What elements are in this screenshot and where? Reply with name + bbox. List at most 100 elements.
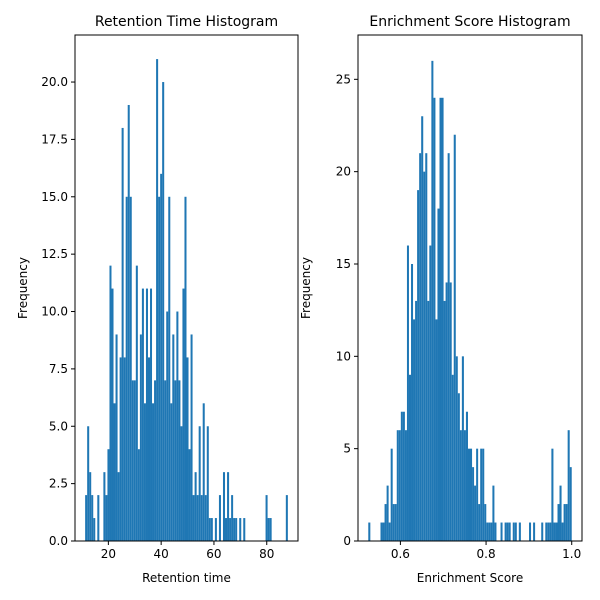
bar — [127, 104, 130, 541]
bar — [225, 518, 228, 541]
bar — [411, 263, 414, 541]
bar — [388, 522, 391, 541]
bar — [188, 449, 191, 541]
bar — [137, 449, 140, 541]
bar — [415, 300, 418, 541]
bar — [214, 518, 217, 541]
bar — [141, 288, 144, 541]
bar — [368, 522, 371, 541]
bar — [192, 495, 195, 541]
bar — [156, 59, 159, 541]
bar — [93, 518, 96, 541]
bar — [227, 472, 230, 541]
bar — [85, 495, 88, 541]
bar — [200, 495, 203, 541]
bar — [384, 504, 387, 541]
y-tick-label: 12.5 — [41, 247, 68, 261]
y-tick-label: 17.5 — [41, 132, 68, 146]
bar — [541, 522, 544, 541]
x-tick-label: 1.0 — [562, 547, 581, 561]
bar — [486, 522, 489, 541]
bar — [208, 518, 211, 541]
bar — [180, 426, 183, 541]
chart-title: Enrichment Score Histogram — [369, 14, 570, 30]
bar — [265, 495, 268, 541]
bar — [218, 495, 221, 541]
bar — [184, 196, 187, 541]
bar — [406, 245, 409, 541]
bar — [150, 288, 153, 541]
bar — [559, 485, 562, 541]
chart-title: Retention Time Histogram — [95, 14, 278, 30]
bar — [147, 357, 151, 541]
y-tick-label: 5.0 — [49, 419, 68, 433]
bar — [158, 196, 161, 541]
bar — [103, 472, 106, 541]
bar — [87, 426, 90, 541]
bar — [152, 403, 155, 541]
bar — [135, 265, 138, 541]
bar — [529, 522, 532, 541]
bar — [547, 522, 550, 541]
x-tick-label: 0.6 — [391, 547, 410, 561]
bar — [233, 518, 236, 541]
bar — [131, 380, 134, 541]
bar — [239, 518, 242, 541]
bar — [437, 208, 440, 541]
bar — [164, 380, 167, 541]
bar — [170, 403, 173, 541]
bar — [392, 504, 395, 541]
bar — [206, 426, 209, 541]
x-tick-label: 80 — [259, 547, 274, 561]
bar — [569, 467, 572, 541]
bar — [143, 403, 146, 541]
bar — [121, 127, 124, 541]
bar — [417, 190, 420, 541]
bar — [470, 448, 473, 541]
bar — [467, 448, 470, 541]
bar — [168, 196, 171, 541]
bar — [445, 282, 448, 541]
bar — [380, 522, 383, 541]
bar — [111, 288, 114, 541]
bar — [210, 518, 213, 541]
bar — [125, 196, 128, 541]
bar — [490, 522, 493, 541]
y-tick-label: 0.0 — [49, 534, 68, 548]
y-tick-label: 20 — [336, 165, 351, 179]
bar — [549, 522, 552, 541]
bar — [89, 472, 92, 541]
bar — [123, 357, 126, 541]
x-tick-label: 0.8 — [477, 547, 496, 561]
bar — [439, 97, 442, 541]
y-tick-label: 25 — [336, 72, 351, 86]
bar — [555, 522, 558, 541]
bar — [449, 282, 452, 541]
y-tick-label: 10 — [336, 349, 351, 363]
bar — [139, 334, 142, 541]
bar — [512, 522, 515, 541]
bar — [196, 495, 199, 541]
bar — [563, 504, 566, 541]
bar — [176, 311, 179, 541]
bar — [172, 334, 175, 541]
bar — [178, 380, 181, 541]
bar — [285, 495, 288, 541]
bar — [551, 448, 554, 541]
bar — [386, 485, 389, 541]
bar — [425, 153, 428, 542]
bar — [504, 522, 507, 541]
bar — [154, 380, 157, 541]
y-tick-label: 2.5 — [49, 477, 68, 491]
bar — [441, 97, 444, 541]
y-tick-label: 7.5 — [49, 362, 68, 376]
y-tick-label: 5 — [343, 442, 351, 456]
bar — [115, 334, 118, 541]
bar — [119, 357, 122, 541]
bar — [431, 60, 434, 542]
bar — [160, 173, 163, 541]
bar — [476, 448, 479, 541]
bar — [453, 134, 456, 541]
bar — [396, 430, 399, 541]
